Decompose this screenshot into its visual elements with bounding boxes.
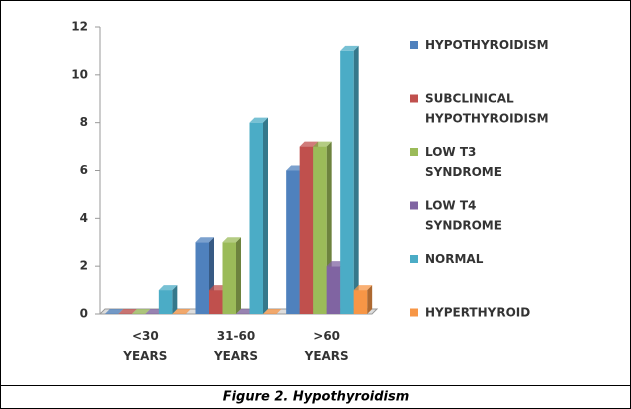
bar-top: [353, 285, 373, 291]
y-tick-label: 8: [80, 115, 88, 129]
legend-label: NORMAL: [425, 252, 484, 266]
x-tick-label: 31-60 YEARS: [213, 329, 258, 363]
bar-top: [158, 285, 178, 291]
caption: Figure 2. Hypothyroidism: [223, 390, 410, 405]
bar-group: [353, 285, 373, 314]
bar-top: [299, 141, 319, 147]
y-tick-label: 2: [80, 259, 88, 273]
legend-swatch: [410, 308, 418, 317]
legend-swatch: [410, 201, 418, 210]
bar-top: [249, 117, 268, 123]
y-tick-label: 6: [80, 163, 88, 177]
y-tick-label: 4: [80, 211, 88, 225]
legend-label: HYPERTHYROID: [425, 305, 530, 319]
bar: [313, 146, 327, 314]
legend-label: HYPOTHYROIDISM: [425, 38, 549, 52]
bar-top: [340, 45, 359, 51]
bar-group: [118, 309, 137, 314]
legend-label: LOW T3 SYNDROME: [425, 145, 502, 179]
y-tick-label: 0: [80, 307, 88, 321]
bar-top: [313, 141, 332, 147]
bar: [286, 170, 300, 314]
x-tick-label: <30 YEARS: [122, 329, 167, 363]
x-tick-label: >60 YEARS: [304, 329, 349, 363]
bar-group: [222, 237, 241, 314]
bar-top: [118, 309, 137, 314]
bar-top: [131, 309, 151, 314]
bar-side: [367, 285, 373, 314]
y-tick-label: 10: [71, 67, 88, 81]
bar: [326, 266, 341, 314]
bar-side: [236, 237, 241, 314]
bar-side: [353, 45, 359, 315]
bar-top: [104, 309, 124, 314]
bar-side: [263, 117, 268, 315]
bar-group: [104, 309, 124, 314]
legend-label: LOW T4 SYNDROME: [425, 198, 502, 232]
bar-group: [172, 309, 191, 314]
bar-top: [263, 309, 282, 314]
bar: [209, 290, 223, 314]
bar: [353, 290, 368, 314]
legend-label: SUBCLINICAL HYPOTHYROIDISM: [425, 91, 549, 125]
bar: [195, 242, 209, 314]
legend-swatch: [410, 94, 418, 103]
bar: [158, 290, 173, 314]
bar-top: [222, 237, 241, 243]
legend-swatch: [410, 41, 418, 49]
bar-top: [172, 309, 191, 314]
bar-group: [249, 117, 268, 315]
bar-side: [172, 285, 178, 314]
legend-swatch: [410, 148, 418, 156]
bar: [340, 50, 354, 315]
bar-group: [131, 309, 151, 314]
bar-group: [340, 45, 359, 315]
y-tick-label: 12: [71, 20, 88, 34]
bar: [249, 122, 263, 315]
legend-swatch: [410, 255, 418, 263]
bar: [299, 146, 314, 314]
bar-top: [195, 237, 214, 243]
bar: [222, 242, 236, 314]
bar-group: [263, 309, 282, 314]
bar-group: [158, 285, 178, 314]
